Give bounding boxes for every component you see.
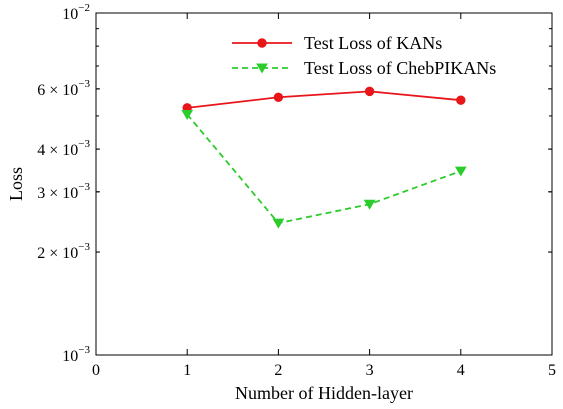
legend-marker	[256, 63, 268, 74]
data-point	[273, 92, 284, 102]
y-tick-mantissa: 2 × 10	[37, 245, 78, 262]
y-tick-exponent: −3	[78, 181, 90, 193]
y-tick-label: 10−2	[62, 2, 90, 23]
y-tick-exponent: −3	[78, 241, 90, 253]
legend-label: Test Loss of KANs	[304, 33, 442, 53]
series-layer	[181, 86, 467, 229]
y-tick-exponent: −3	[78, 78, 90, 90]
data-point	[454, 166, 467, 177]
y-tick-mantissa: 3 × 10	[37, 185, 78, 202]
x-tick-label: 1	[183, 362, 191, 379]
legend-label: Test Loss of ChebPIKANs	[304, 58, 496, 78]
data-point	[181, 109, 194, 120]
series-kans	[182, 86, 466, 113]
x-axis-ticks: 0 1 2 3 4 5	[92, 13, 556, 379]
x-tick-label: 4	[457, 362, 465, 379]
data-point	[272, 218, 285, 229]
y-tick-exponent: −2	[78, 2, 90, 14]
y-axis-ticks: 10−26 × 10−34 × 10−33 × 10−32 × 10−310−3	[37, 2, 552, 365]
x-axis-title: Number of Hidden-layer	[235, 383, 413, 403]
y-tick-mantissa: 10	[62, 6, 78, 23]
x-tick-label: 5	[548, 362, 556, 379]
data-point	[363, 199, 376, 210]
y-tick-label: 10−3	[62, 344, 90, 365]
plot-frame	[95, 12, 553, 356]
data-point	[364, 86, 375, 97]
x-tick-label: 3	[366, 362, 374, 379]
series-line	[186, 113, 462, 225]
y-tick-label: 4 × 10−3	[37, 138, 90, 159]
series-line	[187, 90, 461, 109]
y-tick-exponent: −3	[78, 138, 90, 150]
series-chebpikans	[181, 109, 467, 229]
x-tick-label: 2	[274, 362, 282, 379]
y-tick-mantissa: 10	[62, 348, 78, 365]
legend: Test Loss of KANs Test Loss of ChebPIKANs	[232, 33, 496, 78]
y-tick-exponent: −3	[78, 344, 90, 356]
y-tick-label: 6 × 10−3	[37, 78, 90, 99]
y-tick-label: 3 × 10−3	[37, 181, 90, 202]
data-point	[456, 95, 466, 105]
y-axis-title: Loss	[6, 167, 26, 201]
y-tick-label: 2 × 10−3	[37, 241, 90, 262]
y-tick-mantissa: 6 × 10	[37, 82, 78, 99]
y-tick-mantissa: 4 × 10	[37, 142, 78, 159]
legend-marker	[257, 38, 267, 48]
x-tick-label: 0	[92, 362, 100, 379]
